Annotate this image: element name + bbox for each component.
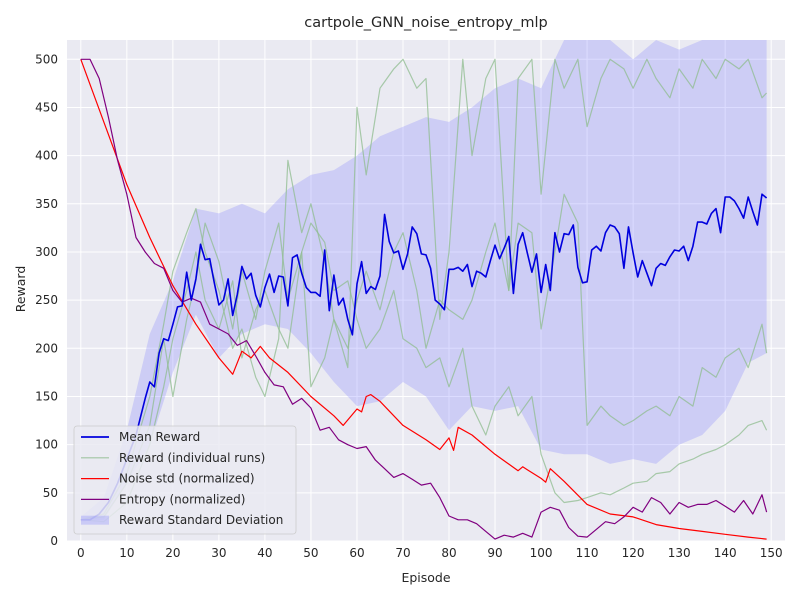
legend-label: Noise std (normalized) [119, 472, 255, 486]
data-layer [80, 40, 768, 540]
individual-run-line [80, 58, 768, 521]
chart-title: cartpole_GNN_noise_entropy_mlp [304, 15, 547, 31]
mean-reward-line [80, 193, 768, 521]
std-deviation-band [80, 40, 767, 522]
tick-labels: 0 10 20 30 40 50 60 70 80 90 100 110 120 130 140 150 0 50… [35, 52, 783, 560]
entropy-line [80, 58, 768, 540]
x-tick-label: 90 [487, 546, 502, 560]
y-tick-label: 0 [50, 534, 58, 548]
y-tick-label: 300 [35, 245, 58, 259]
legend-box [73, 425, 297, 535]
x-tick-label: 150 [760, 546, 783, 560]
y-tick-label: 100 [35, 438, 58, 452]
legend-label: Entropy (normalized) [119, 492, 245, 506]
x-tick-label: 70 [395, 546, 410, 560]
x-tick-label: 80 [441, 546, 456, 560]
x-axis-label: Episode [401, 570, 450, 585]
y-tick-label: 150 [35, 389, 58, 403]
x-tick-label: 100 [530, 546, 553, 560]
y-tick-label: 400 [35, 149, 58, 163]
legend-swatch [81, 515, 109, 525]
legend-label: Reward (individual runs) [119, 451, 265, 465]
y-tick-label: 50 [43, 486, 58, 500]
y-tick-label: 200 [35, 341, 58, 355]
x-tick-label: 30 [211, 546, 226, 560]
x-tick-label: 120 [622, 546, 645, 560]
x-tick-label: 110 [576, 546, 599, 560]
legend-label: Mean Reward [119, 430, 200, 444]
legend-label: Reward Standard Deviation [119, 513, 283, 527]
x-tick-label: 20 [165, 546, 180, 560]
x-tick-label: 40 [257, 546, 272, 560]
y-tick-label: 500 [35, 52, 58, 66]
individual-run-line [80, 222, 768, 521]
y-tick-label: 350 [35, 197, 58, 211]
legend: Mean Reward Reward (individual runs) Noise… [73, 425, 297, 535]
x-tick-label: 140 [714, 546, 737, 560]
x-tick-label: 50 [303, 546, 318, 560]
x-tick-label: 10 [119, 546, 134, 560]
noise-std-line [80, 59, 767, 540]
x-tick-label: 0 [77, 546, 85, 560]
y-axis-label: Reward [13, 266, 28, 313]
y-tick-label: 250 [35, 293, 58, 307]
x-tick-label: 60 [349, 546, 364, 560]
x-tick-label: 130 [668, 546, 691, 560]
y-tick-label: 450 [35, 100, 58, 114]
